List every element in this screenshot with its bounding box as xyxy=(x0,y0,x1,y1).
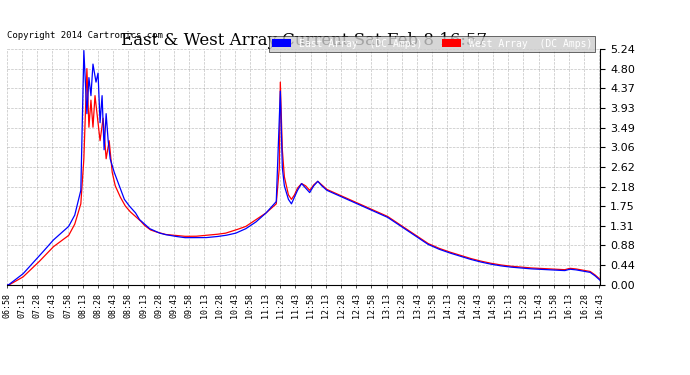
Legend: East Array  (DC Amps), West Array  (DC Amps): East Array (DC Amps), West Array (DC Amp… xyxy=(269,36,595,52)
Text: Copyright 2014 Cartronics.com: Copyright 2014 Cartronics.com xyxy=(7,32,163,40)
Title: East & West Array Current Sat Feb 8 16:57: East & West Array Current Sat Feb 8 16:5… xyxy=(121,32,486,49)
